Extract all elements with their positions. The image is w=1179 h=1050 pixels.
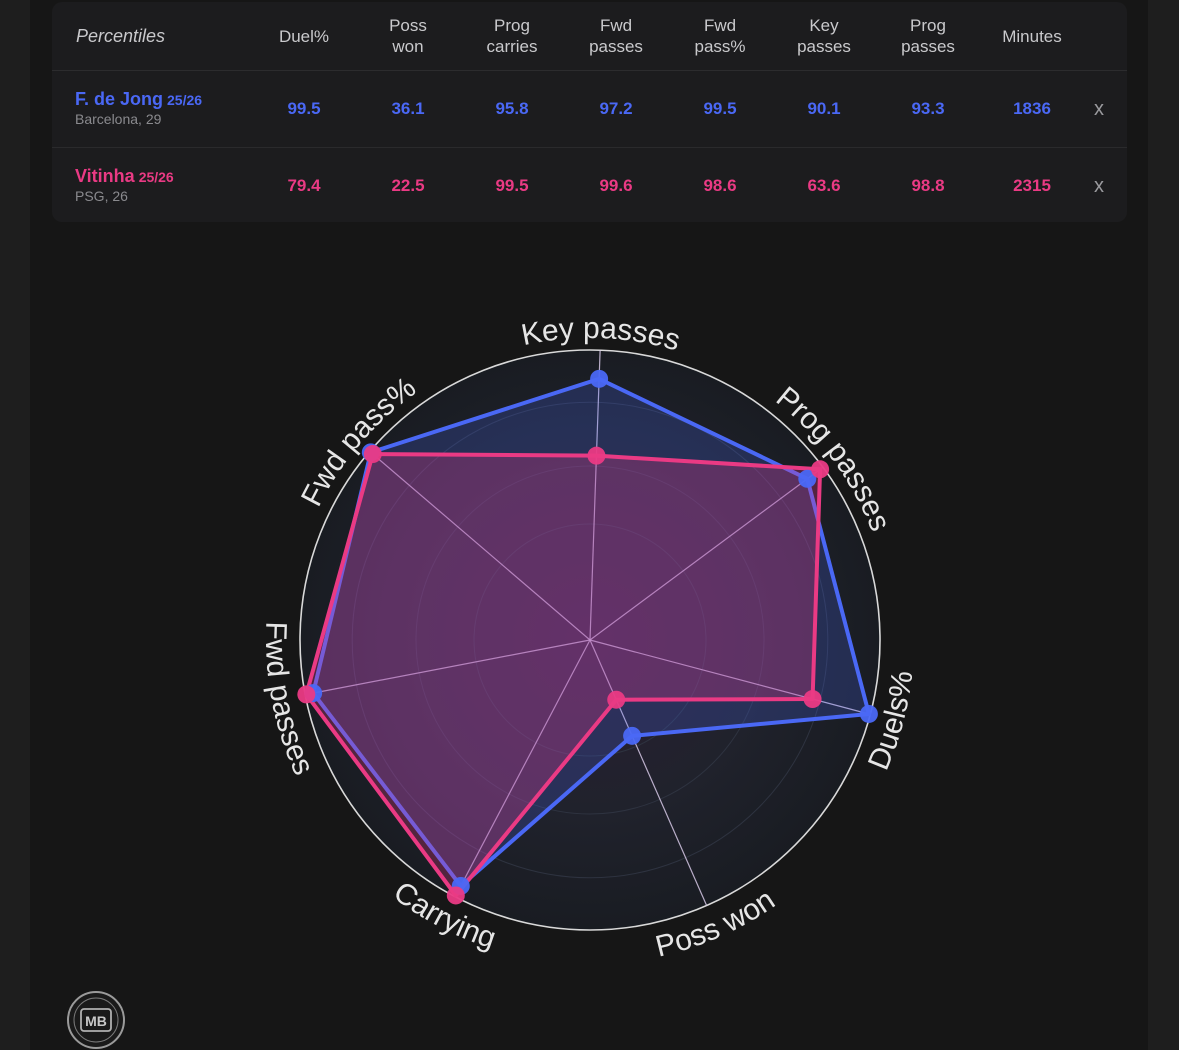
value-poss-won: 22.5 <box>391 176 425 195</box>
remove-player-button[interactable]: x <box>1094 97 1104 120</box>
radar-spoke <box>589 466 824 641</box>
radar-point <box>607 690 626 709</box>
logo-text: MB <box>85 1013 107 1029</box>
radar-point <box>590 369 609 388</box>
value-poss-won: 36.1 <box>391 99 425 118</box>
radar-point <box>803 690 822 709</box>
radar-series-vitinha <box>304 452 823 898</box>
player-name[interactable]: F. de Jong 25/26 <box>75 89 202 110</box>
col-fwd-pass-pct[interactable]: Fwd pass% <box>694 16 746 56</box>
radar-point <box>363 445 382 464</box>
table-header: Percentiles Duel% Poss won Prog carries … <box>52 2 1127 71</box>
radar-spoke <box>369 450 591 641</box>
radar-point <box>811 460 830 479</box>
col-fwd-passes[interactable]: Fwd passes <box>589 16 643 56</box>
col-poss-won[interactable]: Poss won <box>389 16 427 56</box>
radar-point <box>798 469 817 488</box>
radar-spoke <box>305 639 591 696</box>
radar-grid-ring <box>473 523 707 757</box>
radar-grid-ring <box>415 465 765 815</box>
radar-point <box>623 726 642 745</box>
remove-player-button[interactable]: x <box>1094 174 1104 197</box>
value-duel-pct: 79.4 <box>287 176 321 195</box>
radar-spoke <box>454 639 591 898</box>
radar-spoke <box>589 639 871 715</box>
value-fwd-pass-pct: 99.5 <box>703 99 737 118</box>
value-fwd-passes: 99.6 <box>599 176 633 195</box>
col-prog-passes[interactable]: Prog passes <box>901 16 955 56</box>
player-club-age: PSG, 26 <box>75 188 128 204</box>
percentiles-table: Percentiles Duel% Poss won Prog carries … <box>52 2 1127 222</box>
radar-spoke <box>589 350 601 641</box>
value-fwd-passes: 97.2 <box>599 99 633 118</box>
col-duel-pct[interactable]: Duel% <box>278 26 330 46</box>
col-minutes[interactable]: Minutes <box>1002 26 1062 46</box>
radar-spoke <box>589 639 708 906</box>
player-season: 25/26 <box>138 169 174 185</box>
value-key-passes: 63.6 <box>807 176 841 195</box>
value-prog-passes: 93.3 <box>911 99 945 118</box>
table-row: Vitinha 25/26 PSG, 26 79.4 22.5 99.5 99.6… <box>52 148 1127 222</box>
col-prog-carries[interactable]: Prog carries <box>486 16 538 56</box>
value-duel-pct: 99.5 <box>287 99 321 118</box>
player-name-text[interactable]: F. de Jong <box>75 89 164 109</box>
radar-point <box>587 446 606 465</box>
value-prog-carries: 99.5 <box>495 176 529 195</box>
radar-point <box>446 886 465 905</box>
value-minutes: 2315 <box>1013 176 1051 195</box>
player-club-age: Barcelona, 29 <box>75 111 162 127</box>
table-row: F. de Jong 25/26 Barcelona, 29 99.5 36.1 … <box>52 71 1127 148</box>
value-prog-carries: 95.8 <box>495 99 529 118</box>
percentiles-header: Percentiles <box>76 25 166 46</box>
player-name[interactable]: Vitinha 25/26 <box>75 166 174 187</box>
value-minutes: 1836 <box>1013 99 1051 118</box>
player-season: 25/26 <box>167 92 203 108</box>
value-key-passes: 90.1 <box>807 99 841 118</box>
value-prog-passes: 98.8 <box>911 176 945 195</box>
mb-logo-icon: MB <box>67 991 125 1049</box>
player-name-text[interactable]: Vitinha <box>75 166 135 186</box>
radar-grid-ring <box>351 401 829 879</box>
radar-point <box>297 685 316 704</box>
col-key-passes[interactable]: Key passes <box>797 16 851 56</box>
value-fwd-pass-pct: 98.6 <box>703 176 737 195</box>
radar-point <box>859 704 878 723</box>
